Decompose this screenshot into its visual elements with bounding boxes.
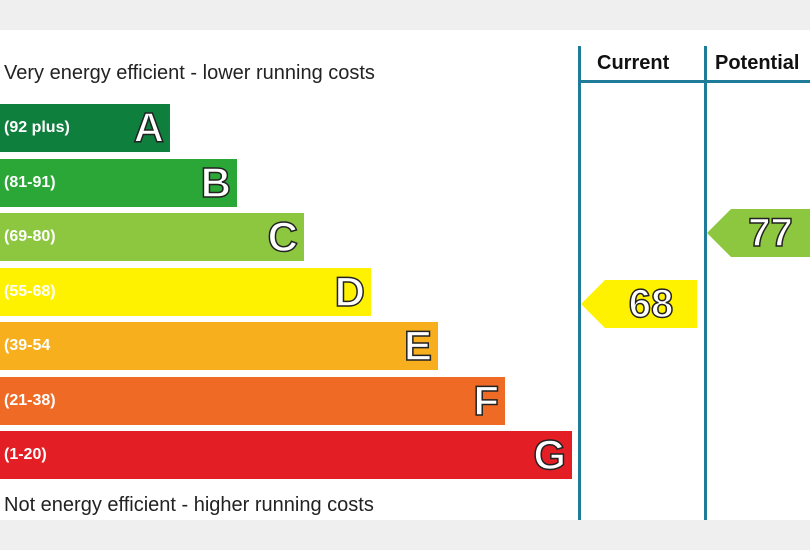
current-rating-value: 68 [628, 281, 674, 327]
band-letter: B [200, 158, 232, 207]
arrow-shape [707, 209, 810, 257]
band-letter: F [473, 376, 500, 425]
band-f: (21-38) F [0, 376, 505, 425]
current-column-header: Current [597, 52, 670, 74]
band-b: (81-91) B [0, 158, 237, 207]
band-range-label: (69-80) [4, 228, 56, 245]
band-letter: A [133, 103, 165, 152]
potential-rating-arrow: 77 [707, 209, 810, 257]
header-divider [578, 80, 810, 83]
band-range-label: (55-68) [4, 282, 56, 300]
band-letter: G [533, 430, 567, 479]
band-d: (55-68) D [0, 267, 371, 316]
current-column-right-line [704, 46, 707, 520]
band-range-label: (21-38) [4, 391, 56, 409]
band-range-label: (92 plus) [4, 119, 70, 136]
band-letter: C [267, 212, 299, 261]
band-g: (1-20) G [0, 430, 572, 479]
potential-column-header: Potential [715, 52, 800, 74]
band-letter: E [403, 321, 433, 370]
band-range-label: (39-54 [4, 337, 51, 354]
band-e: (39-54 E [0, 321, 438, 370]
bottom-caption: Not energy efficient - higher running co… [4, 494, 374, 516]
current-column-left-line [578, 46, 581, 520]
band-c: (69-80) C [0, 212, 304, 261]
potential-rating-value: 77 [748, 210, 794, 256]
current-rating-arrow: 68 [581, 279, 697, 328]
band-letter: D [334, 267, 366, 316]
band-range-label: (1-20) [4, 446, 47, 463]
energy-rating-chart: Very energy efficient - lower running co… [0, 30, 810, 520]
top-caption: Very energy efficient - lower running co… [4, 62, 375, 84]
arrow-shape [581, 279, 697, 328]
band-a: (92 plus) A [0, 103, 170, 152]
band-range-label: (81-91) [4, 173, 56, 191]
